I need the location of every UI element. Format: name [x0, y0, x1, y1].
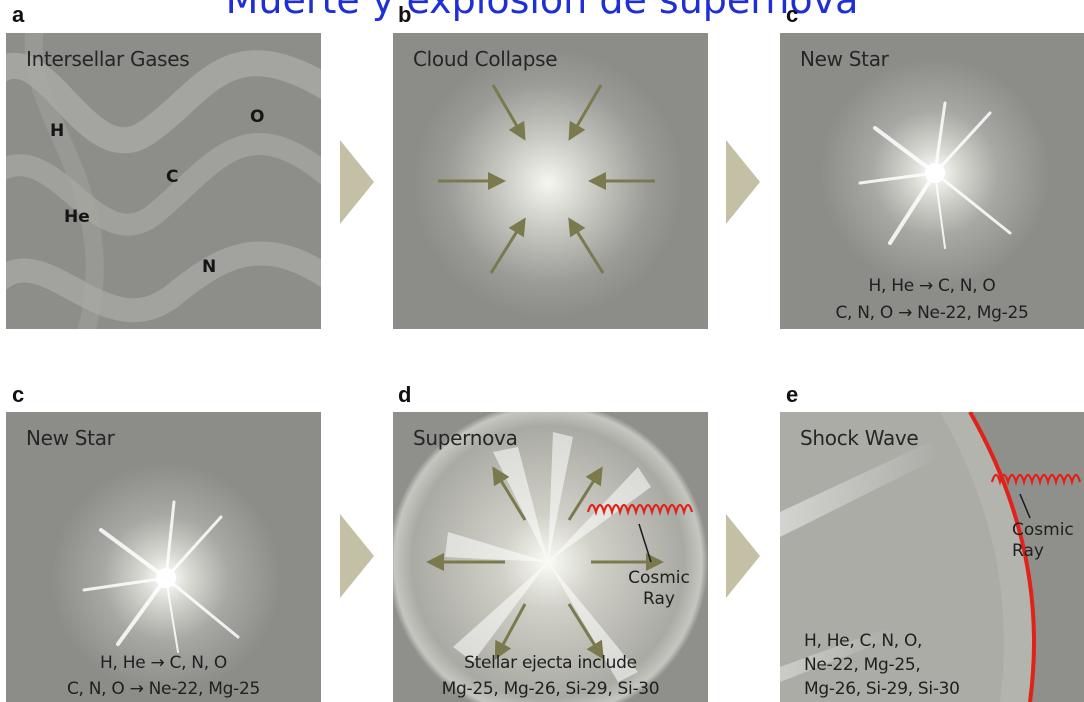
cloud-collapse-illustration [393, 33, 708, 329]
ejecta-line-2: Mg-25, Mg-26, Si-29, Si-30 [441, 679, 660, 699]
element-h: H [50, 121, 65, 141]
transition-arrow-c-d [340, 514, 374, 598]
element-n: N [202, 257, 217, 277]
panel-a-title: Intersellar Gases [26, 47, 190, 71]
shock-front-line [968, 412, 1036, 702]
panel-shock-wave: Shock Wave Cosmic Ray H, He, C, N, O, Ne-… [780, 412, 1084, 702]
panel-c-letter-top: c [786, 2, 799, 27]
new-star-illustration-top [780, 33, 1084, 329]
cosmic-ray-coil-e [990, 473, 1082, 487]
panel-d-letter: d [398, 382, 412, 407]
panel-c-title-bottom: New Star [26, 426, 115, 450]
panel-new-star-top: New Star H, He → C, N, O C, N, O → Ne-22… [780, 33, 1084, 329]
reaction-line-1-top: H, He → C, N, O [868, 276, 996, 296]
page-title: Muerte y explosión de supernova [225, 0, 859, 22]
gas-waves-illustration [6, 33, 321, 329]
reaction-line-1-bottom: H, He → C, N, O [100, 653, 227, 673]
reaction-line-2-bottom: C, N, O → Ne-22, Mg-25 [66, 679, 260, 699]
element-o: O [250, 107, 265, 127]
panel-new-star-bottom: New Star H, He → C, N, O C, N, O → Ne-22… [6, 412, 321, 702]
new-star-illustration-bottom [6, 412, 321, 702]
cosmic-ray-label-d: Cosmic Ray [628, 568, 690, 609]
element-list-line-1: H, He, C, N, O, [804, 631, 923, 651]
panel-e-letter: e [786, 382, 799, 407]
panel-c-title-top: New Star [800, 47, 889, 71]
panel-e-title: Shock Wave [800, 426, 919, 450]
panel-interstellar-gases: Intersellar Gases H O C He N [6, 33, 321, 329]
element-c: C [166, 167, 179, 187]
ejecta-line-1: Stellar ejecta include [464, 653, 637, 673]
panel-b-letter: b [398, 2, 412, 27]
panel-b-title: Cloud Collapse [413, 47, 558, 71]
transition-arrow-d-e [726, 514, 760, 598]
element-list-line-2: Ne-22, Mg-25, [804, 655, 921, 675]
shock-wave-illustration [780, 412, 1084, 702]
panel-c-letter-bottom: c [12, 382, 25, 407]
transition-arrow-b-c [726, 140, 760, 224]
panel-a-letter: a [12, 2, 25, 27]
cosmic-ray-coil-d [586, 503, 694, 517]
panel-cloud-collapse: Cloud Collapse [393, 33, 708, 329]
element-he: He [64, 207, 90, 227]
cosmic-ray-label-e: Cosmic Ray [1012, 520, 1074, 561]
element-list-line-3: Mg-26, Si-29, Si-30 [804, 679, 960, 699]
transition-arrow-a-b [340, 140, 374, 224]
reaction-line-2-top: C, N, O → Ne-22, Mg-25 [835, 303, 1029, 323]
supernova-illustration [393, 412, 708, 702]
panel-supernova: Supernova Cosmic Ray Stellar ejecta inclu… [393, 412, 708, 702]
panel-d-title: Supernova [413, 426, 518, 450]
